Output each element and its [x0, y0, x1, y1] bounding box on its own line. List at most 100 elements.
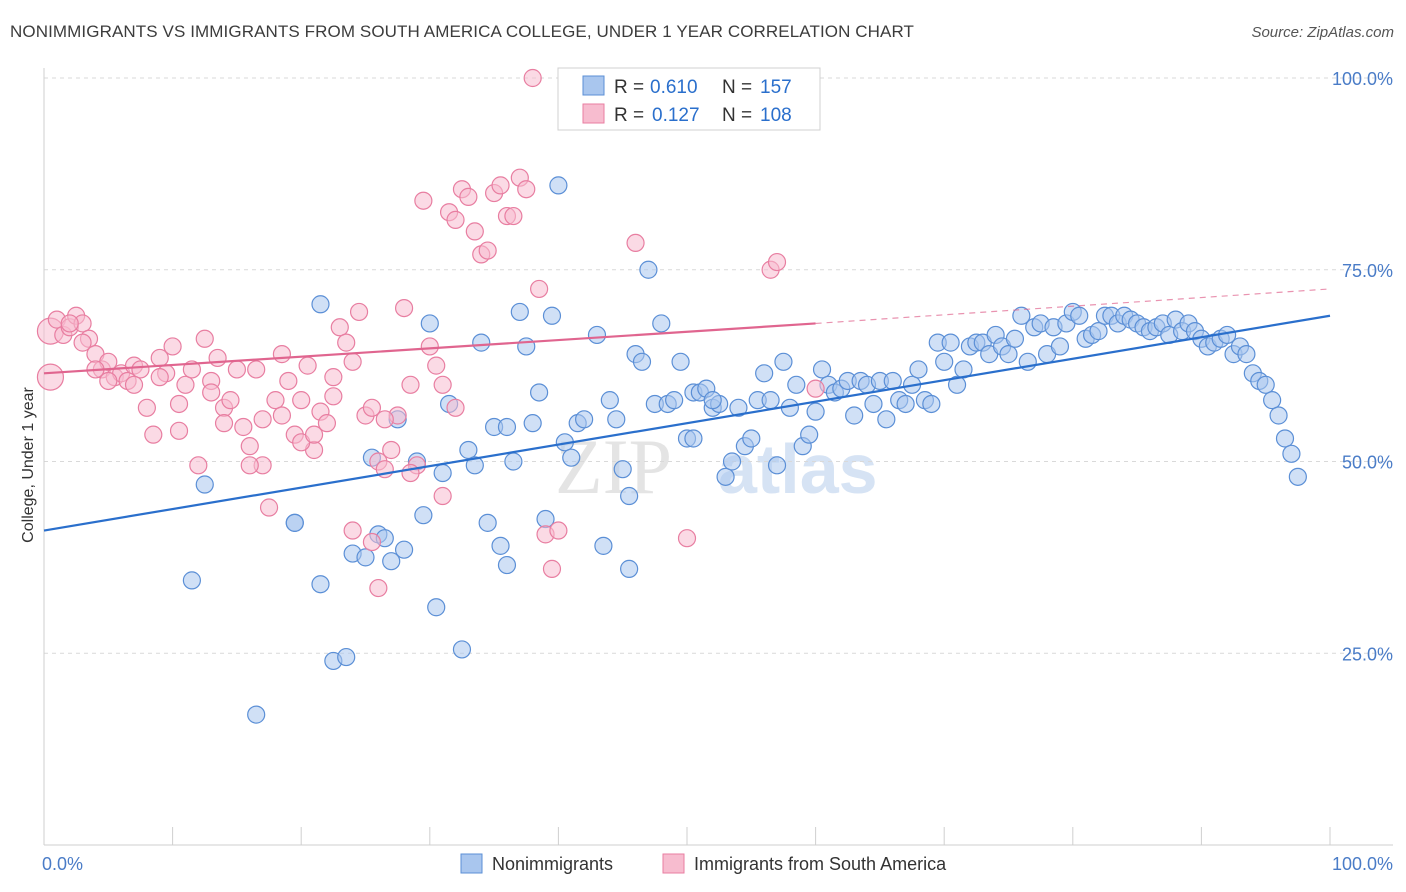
- nonimmigrants-point-149: [1275, 429, 1295, 448]
- nonimmigrants-point-20: [433, 463, 452, 483]
- immigrants-point-100: [272, 345, 292, 364]
- bottom-legend: Nonimmigrants Immigrants from South Amer…: [460, 853, 947, 874]
- nonimmigrants-point-97: [941, 333, 960, 352]
- legend-blue-swatch: [582, 75, 605, 96]
- immigrants-point-46: [330, 318, 349, 337]
- nonimmigrants-point-108: [1012, 306, 1031, 325]
- immigrants-point-60: [420, 337, 439, 356]
- nonimmigrants-point-156: [684, 429, 703, 448]
- immigrants-point-15: [131, 360, 150, 379]
- immigrants-point-40: [292, 391, 311, 410]
- nonimmigrants-point-148: [1269, 406, 1288, 425]
- nonimmigrants-point-37: [549, 176, 568, 195]
- immigrants-point-17: [144, 425, 163, 444]
- immigrants-point-45: [324, 387, 343, 406]
- immigrants-point-59: [414, 191, 433, 210]
- nonimmigrants-point-153: [620, 559, 639, 578]
- nonimmigrants-point-19: [427, 598, 446, 617]
- immigrants-point-105: [124, 375, 144, 394]
- y-tick-label-3: 100.0%: [1332, 69, 1393, 89]
- nonimmigrants-point-34: [530, 383, 549, 402]
- nonimmigrants-point-71: [774, 352, 793, 371]
- nonimmigrants-point-41: [575, 410, 594, 429]
- legend-r-value-1: 0.610: [650, 77, 698, 98]
- immigrants-point-73: [504, 206, 523, 226]
- immigrants-point-84: [767, 252, 787, 272]
- nonimmigrants-point-7: [337, 647, 356, 667]
- nonimmigrants-point-49: [632, 352, 652, 371]
- immigrants-point-62: [433, 375, 452, 394]
- immigrants-point-38: [279, 371, 298, 391]
- legend-n-label-1: N =: [722, 77, 752, 98]
- nonimmigrants-point-114: [1050, 337, 1070, 356]
- nonimmigrants-point-25: [472, 333, 491, 352]
- immigrants-point-54: [382, 440, 401, 460]
- immigrants-trend-line: [43, 322, 816, 375]
- nonimmigrants-point-73: [787, 375, 806, 394]
- immigrants-point-88: [362, 532, 382, 552]
- immigrants-point-104: [169, 421, 189, 440]
- immigrants-point-92: [202, 383, 221, 402]
- nonimmigrants-point-13: [382, 552, 401, 571]
- nonimmigrants-point-90: [896, 394, 915, 414]
- immigrants-point-57: [401, 375, 420, 394]
- immigrants-point-35: [259, 498, 279, 517]
- bottom-legend-nonimmigrants: Nonimmigrants: [492, 854, 613, 874]
- immigrants-point-48: [343, 352, 362, 371]
- nonimmigrants-point-82: [845, 406, 864, 425]
- nonimmigrants-point-66: [742, 429, 761, 448]
- immigrants-point-93: [150, 368, 169, 387]
- y-axis-title: College, Under 1 year: [20, 387, 37, 543]
- nonimmigrants-point-2: [247, 705, 266, 724]
- immigrants-trend-line-extended: [815, 288, 1331, 325]
- nonimmigrants-point-87: [877, 410, 896, 429]
- nonimmigrants-point-98: [947, 375, 967, 394]
- immigrants-point-30: [227, 360, 246, 379]
- nonimmigrants-point-154: [703, 391, 722, 410]
- nonimmigrants-point-150: [1282, 444, 1301, 463]
- immigrants-point-71: [491, 176, 510, 195]
- tick-labels: 25.0% 50.0% 75.0% 100.0% 0.0% 100.0%: [42, 69, 1393, 874]
- immigrants-point-31: [234, 417, 253, 437]
- y-tick-label-2: 75.0%: [1342, 261, 1393, 281]
- axes: [43, 68, 1393, 846]
- immigrants-point-61: [427, 356, 446, 375]
- nonimmigrants-point-151: [1288, 467, 1307, 486]
- nonimmigrants-point-31: [510, 302, 529, 322]
- immigrants-point-24: [189, 456, 208, 475]
- immigrants-point-20: [163, 337, 182, 356]
- immigrants-point-21: [169, 394, 189, 414]
- nonimmigrants-point-106: [999, 345, 1018, 364]
- nonimmigrants-point-70: [767, 456, 787, 475]
- nonimmigrants-point-29: [497, 417, 517, 437]
- immigrants-point-76: [523, 68, 542, 88]
- bottom-legend-pink-swatch: [662, 853, 685, 874]
- nonimmigrants-point-54: [665, 391, 684, 410]
- nonimmigrants-point-120: [1089, 322, 1108, 341]
- legend-n-value-2: 108: [760, 105, 792, 126]
- immigrants-point-23: [182, 360, 201, 379]
- trend-lines: [43, 288, 1331, 532]
- nonimmigrants-point-69: [761, 391, 780, 410]
- immigrants-point-103: [446, 398, 465, 417]
- nonimmigrants-point-23: [459, 440, 478, 460]
- nonimmigrants-point-45: [607, 410, 626, 429]
- immigrants-point-36: [266, 391, 285, 410]
- nonimmigrants-point-152: [285, 513, 304, 532]
- immigrants-point-32: [240, 437, 259, 456]
- nonimmigrants-point-36: [542, 306, 562, 325]
- nonimmigrants-point-77: [812, 360, 832, 379]
- legend-r-label-2: R =: [614, 105, 644, 126]
- immigrants-point-44: [317, 414, 337, 433]
- nonimmigrants-point-147: [1263, 391, 1282, 410]
- immigrants-point-95: [99, 371, 118, 391]
- immigrants-point-80: [549, 521, 568, 540]
- legend-pink-swatch: [582, 103, 605, 124]
- nonimmigrants-point-24: [465, 456, 484, 475]
- nonimmigrants-point-42: [587, 325, 607, 345]
- nonimmigrants-point-85: [864, 394, 883, 414]
- nonimmigrants-point-75: [800, 425, 819, 444]
- x-tick-label-1: 100.0%: [1332, 854, 1393, 874]
- nonimmigrants-point-143: [1237, 345, 1256, 364]
